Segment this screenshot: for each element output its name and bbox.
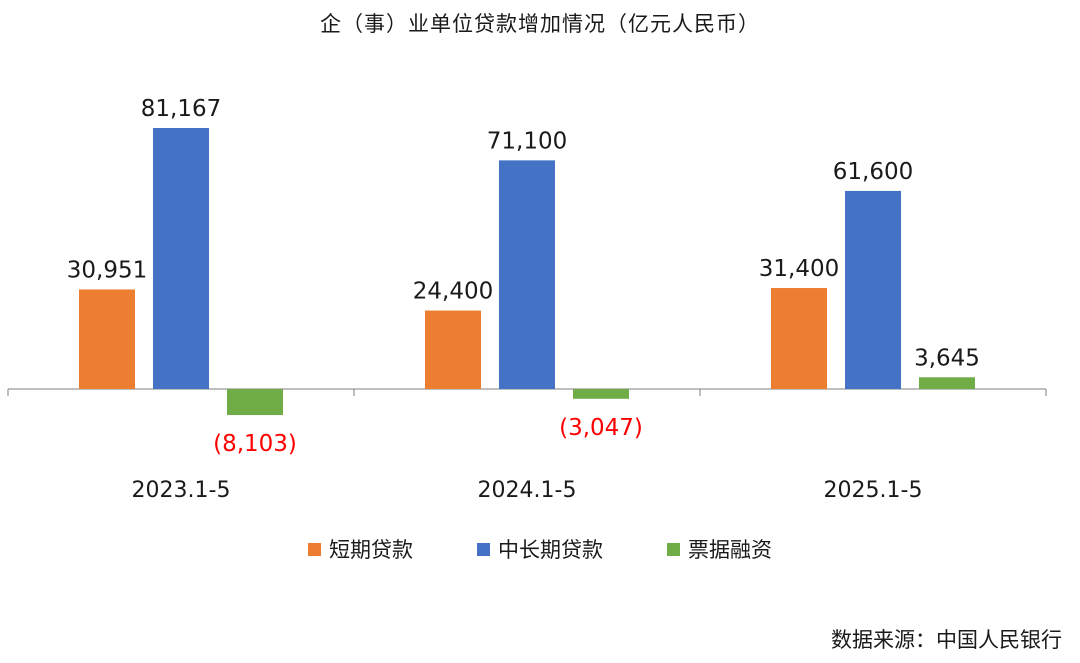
legend-swatch-long-term: [477, 542, 490, 556]
x-tick-label: 2025.1-5: [824, 478, 923, 503]
data-label: 71,100: [487, 128, 567, 154]
legend-swatch-bill-financing: [667, 542, 680, 556]
legend-item-short-term: 短期贷款: [308, 534, 413, 564]
data-label: 24,400: [413, 279, 493, 305]
bar: [771, 288, 827, 389]
data-label: (3,047): [559, 415, 643, 441]
bar: [499, 160, 555, 389]
data-label: 31,400: [759, 256, 839, 282]
data-label: (8,103): [213, 431, 297, 457]
bar: [153, 128, 209, 389]
x-tick-label: 2024.1-5: [478, 478, 577, 503]
x-tick-label: 2023.1-5: [132, 478, 231, 503]
legend-label-long-term: 中长期贷款: [498, 538, 603, 562]
bar: [227, 389, 283, 416]
legend-label-short-term: 短期贷款: [329, 538, 413, 562]
bar: [573, 389, 629, 399]
legend: 短期贷款 中长期贷款 票据融资: [0, 534, 1080, 564]
chart-title: 企（事）业单位贷款增加情况（亿元人民币）: [320, 12, 760, 36]
data-label: 61,600: [833, 159, 913, 185]
legend-swatch-short-term: [308, 542, 321, 556]
data-label: 3,645: [914, 345, 980, 371]
data-label: 30,951: [67, 257, 147, 283]
source-note: 数据来源：中国人民银行: [831, 628, 1062, 652]
bar-chart: 30,951 81,167 (8,103) 2023.1-5 24,400 71,100 (…: [7, 96, 1047, 503]
bar: [425, 310, 481, 389]
bar: [79, 289, 135, 389]
data-label: 81,167: [141, 96, 221, 122]
legend-item-long-term: 中长期贷款: [477, 534, 603, 564]
legend-item-bill-financing: 票据融资: [667, 534, 772, 564]
legend-label-bill-financing: 票据融资: [688, 538, 772, 562]
bar: [845, 190, 901, 389]
bar: [919, 377, 975, 389]
